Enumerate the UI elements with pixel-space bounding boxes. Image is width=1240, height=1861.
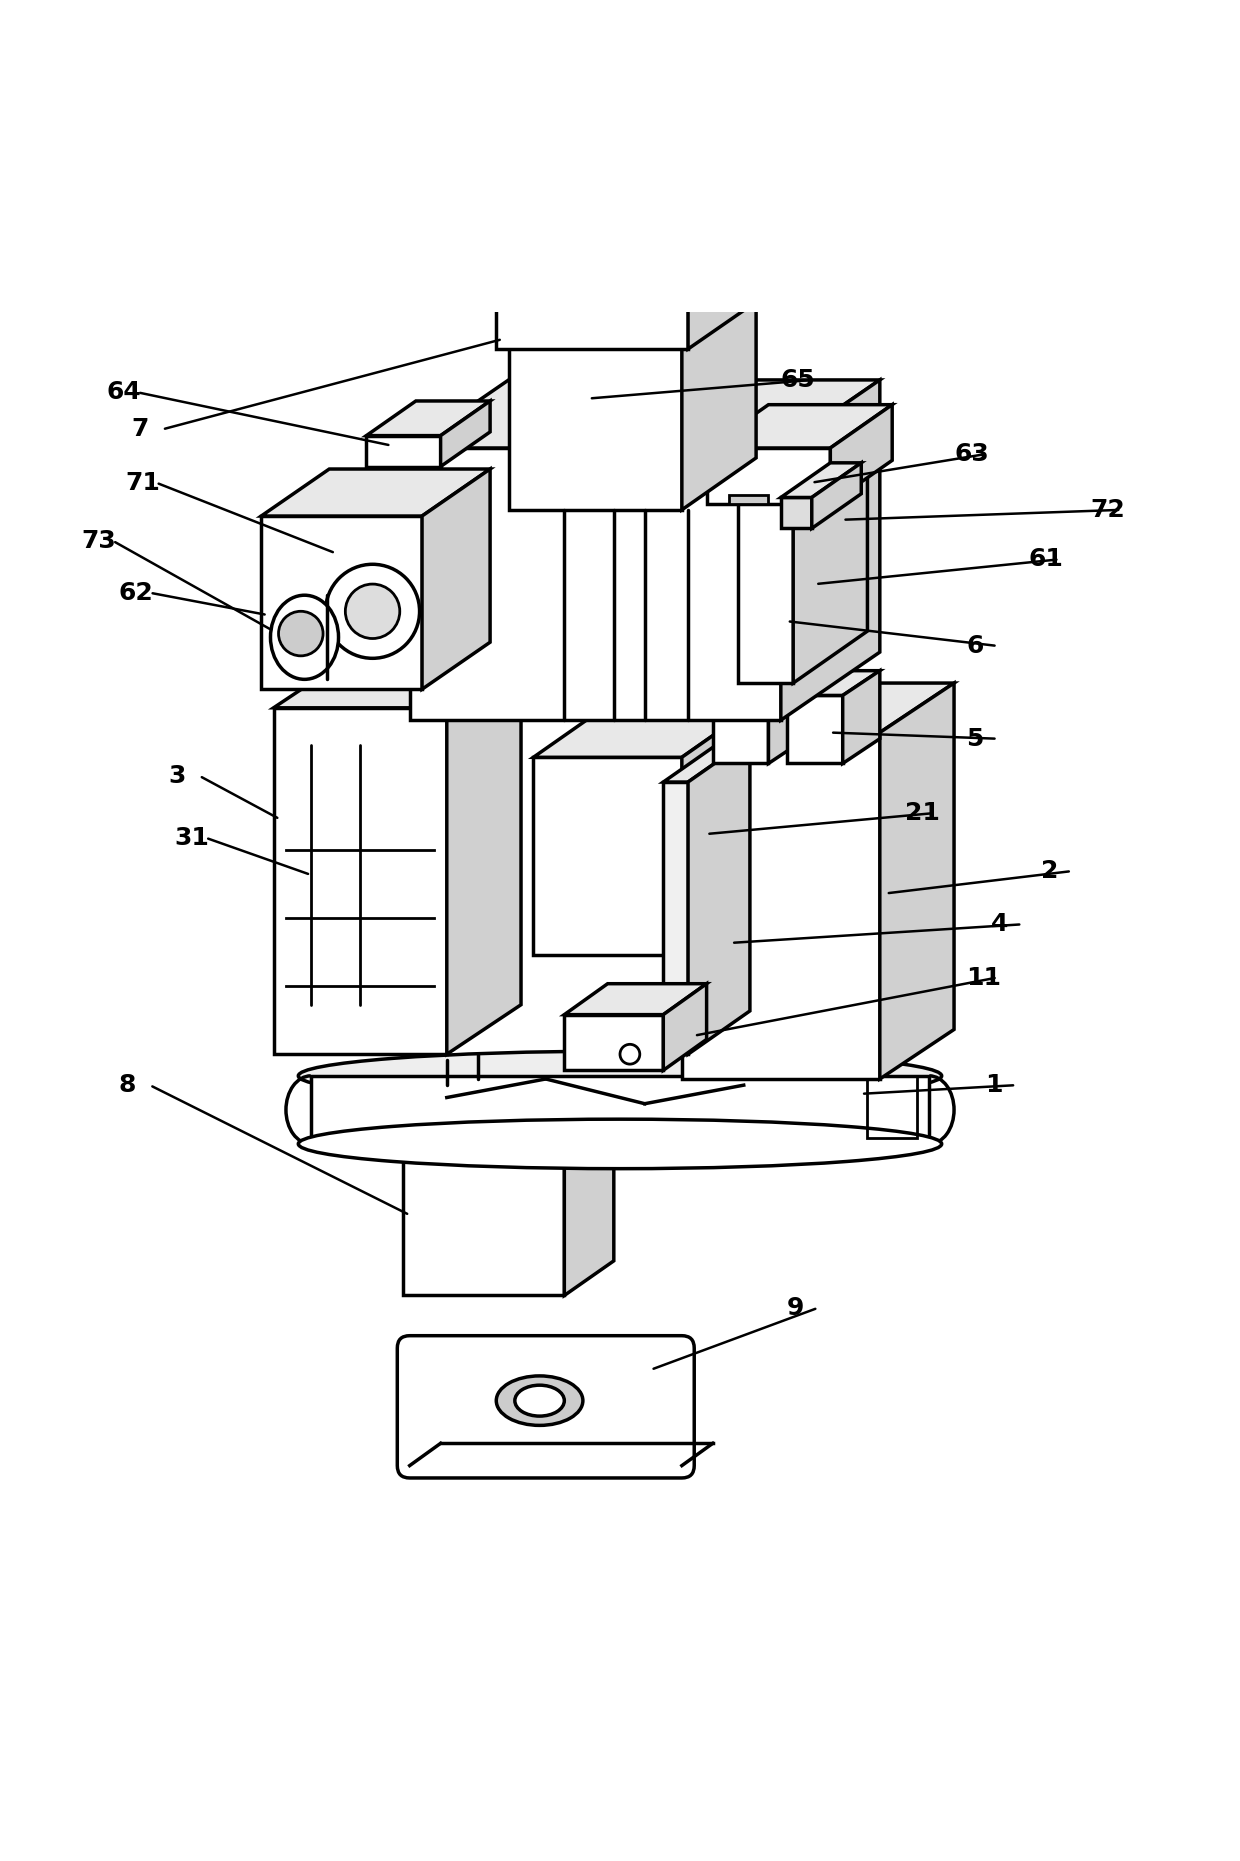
Ellipse shape (299, 1051, 941, 1100)
Polygon shape (682, 683, 954, 733)
Polygon shape (787, 696, 843, 763)
Text: 9: 9 (787, 1295, 805, 1319)
Polygon shape (738, 486, 794, 683)
Polygon shape (794, 434, 868, 683)
Text: 5: 5 (966, 728, 983, 750)
Polygon shape (713, 696, 769, 763)
Circle shape (326, 564, 419, 659)
Polygon shape (738, 434, 868, 486)
Polygon shape (564, 984, 707, 1014)
Polygon shape (663, 782, 688, 1053)
Text: 62: 62 (119, 581, 154, 605)
Text: 1: 1 (985, 1074, 1002, 1098)
Polygon shape (787, 670, 880, 696)
Text: 2: 2 (1040, 860, 1058, 884)
Ellipse shape (515, 1385, 564, 1416)
Polygon shape (713, 670, 806, 696)
Polygon shape (274, 707, 446, 1053)
Polygon shape (403, 1118, 614, 1154)
Text: 11: 11 (966, 966, 1002, 990)
Polygon shape (446, 659, 521, 1053)
Polygon shape (262, 515, 422, 689)
Polygon shape (663, 739, 750, 782)
Polygon shape (422, 469, 490, 689)
Text: 8: 8 (119, 1074, 136, 1098)
Polygon shape (533, 715, 744, 757)
Polygon shape (262, 469, 490, 515)
Polygon shape (682, 733, 880, 1079)
Text: 4: 4 (991, 912, 1008, 936)
Polygon shape (707, 404, 893, 449)
Polygon shape (366, 435, 440, 467)
Polygon shape (781, 497, 812, 529)
Text: 72: 72 (1090, 499, 1125, 521)
Polygon shape (533, 757, 682, 955)
Polygon shape (366, 400, 490, 435)
Polygon shape (508, 261, 756, 313)
Polygon shape (601, 199, 651, 268)
Text: 71: 71 (125, 471, 160, 495)
Polygon shape (688, 739, 750, 1053)
Text: 3: 3 (169, 763, 186, 787)
Polygon shape (812, 463, 862, 529)
Text: 63: 63 (954, 443, 988, 465)
Polygon shape (508, 313, 682, 510)
Polygon shape (663, 984, 707, 1070)
Polygon shape (496, 268, 688, 350)
Polygon shape (769, 670, 806, 763)
Text: 65: 65 (781, 368, 816, 393)
Text: 7: 7 (131, 417, 149, 441)
Circle shape (279, 610, 324, 655)
Polygon shape (781, 463, 862, 497)
Text: 73: 73 (82, 529, 117, 553)
Polygon shape (831, 404, 893, 504)
Polygon shape (274, 659, 521, 707)
Polygon shape (781, 380, 880, 720)
Polygon shape (409, 449, 781, 720)
Polygon shape (508, 234, 601, 268)
Polygon shape (496, 212, 769, 268)
Polygon shape (682, 715, 744, 955)
Polygon shape (403, 1154, 564, 1295)
FancyBboxPatch shape (397, 1336, 694, 1478)
Circle shape (620, 1044, 640, 1064)
Polygon shape (564, 1118, 614, 1295)
Ellipse shape (299, 1118, 941, 1169)
Polygon shape (843, 670, 880, 763)
Text: 31: 31 (175, 826, 210, 850)
Polygon shape (729, 495, 769, 504)
Polygon shape (508, 199, 651, 234)
Text: 6: 6 (966, 635, 983, 659)
Circle shape (345, 584, 399, 638)
Text: 64: 64 (107, 380, 141, 404)
Polygon shape (707, 449, 831, 504)
Polygon shape (880, 683, 954, 1079)
Polygon shape (688, 212, 769, 350)
Polygon shape (564, 1014, 663, 1070)
Polygon shape (682, 261, 756, 510)
Ellipse shape (270, 596, 339, 679)
Polygon shape (409, 380, 880, 449)
Polygon shape (311, 1076, 929, 1145)
Ellipse shape (496, 1375, 583, 1426)
Text: 61: 61 (1028, 547, 1063, 571)
Text: 21: 21 (904, 800, 940, 824)
Polygon shape (440, 400, 490, 467)
